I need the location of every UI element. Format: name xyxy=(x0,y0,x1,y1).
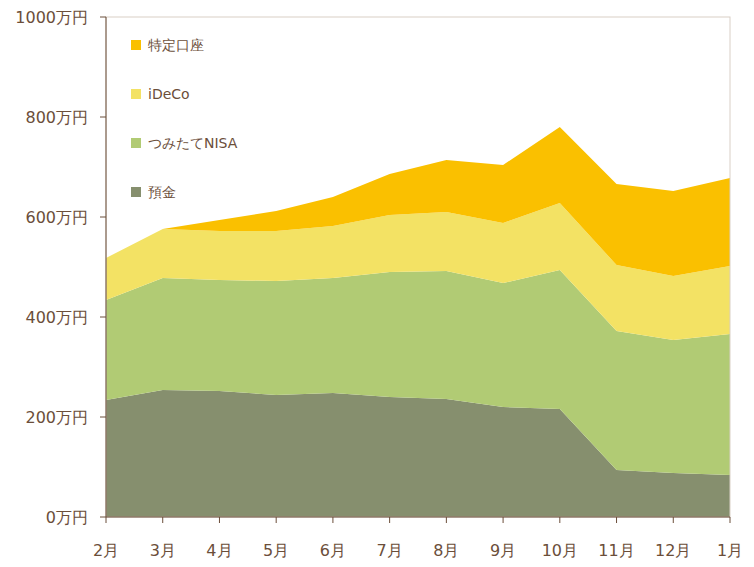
x-tick xyxy=(162,517,163,523)
x-tick-label: 5月 xyxy=(263,541,289,560)
y-tick xyxy=(100,17,106,18)
x-tick xyxy=(446,517,447,523)
x-tick-label: 8月 xyxy=(433,541,459,560)
x-tick xyxy=(730,517,731,523)
legend-swatch xyxy=(131,40,141,50)
y-tick xyxy=(100,517,106,518)
y-tick xyxy=(100,317,106,318)
x-tick xyxy=(219,517,220,523)
x-tick xyxy=(389,517,390,523)
x-tick xyxy=(616,517,617,523)
legend-swatch xyxy=(131,187,141,197)
legend-label: 特定口座 xyxy=(148,37,204,53)
legend-label: iDeCo xyxy=(148,86,190,102)
legend-label: つみたてNISA xyxy=(148,135,238,151)
y-tick-label: 800万円 xyxy=(25,108,88,127)
x-tick-label: 2月 xyxy=(93,541,119,560)
x-tick xyxy=(503,517,504,523)
plot-frame xyxy=(106,17,730,517)
x-tick-label: 6月 xyxy=(320,541,346,560)
y-tick-label: 1000万円 xyxy=(15,8,88,27)
y-tick-label: 600万円 xyxy=(25,208,88,227)
y-tick xyxy=(100,117,106,118)
x-tick xyxy=(106,517,107,523)
x-tick-label: 10月 xyxy=(542,541,578,560)
y-tick-label: 0万円 xyxy=(46,508,88,527)
legend: 特定口座 iDeCo つみたてNISA 預金 xyxy=(131,37,238,200)
y-axis xyxy=(106,17,107,517)
y-tick-label: 200万円 xyxy=(25,408,88,427)
legend-label: 預金 xyxy=(148,184,176,200)
y-tick-label: 400万円 xyxy=(25,308,88,327)
x-tick-label: 9月 xyxy=(490,541,516,560)
area xyxy=(106,127,730,276)
y-tick xyxy=(100,217,106,218)
x-axis xyxy=(106,517,730,518)
x-tick-label: 4月 xyxy=(206,541,232,560)
chart: 0万円 200万円 400万円 600万円 800万円 1000万円 2月 3月 4月 5月 6月 7… xyxy=(0,0,754,567)
x-tick xyxy=(276,517,277,523)
x-tick-label: 12月 xyxy=(655,541,691,560)
x-tick-label: 1月 xyxy=(717,541,743,560)
x-tick-label: 7月 xyxy=(377,541,403,560)
x-tick-label: 3月 xyxy=(150,541,176,560)
legend-swatch xyxy=(131,138,141,148)
x-tick-label: 11月 xyxy=(598,541,634,560)
areas xyxy=(106,127,730,517)
x-tick xyxy=(332,517,333,523)
x-tick xyxy=(673,517,674,523)
x-tick xyxy=(559,517,560,523)
legend-swatch xyxy=(131,89,141,99)
y-tick xyxy=(100,417,106,418)
